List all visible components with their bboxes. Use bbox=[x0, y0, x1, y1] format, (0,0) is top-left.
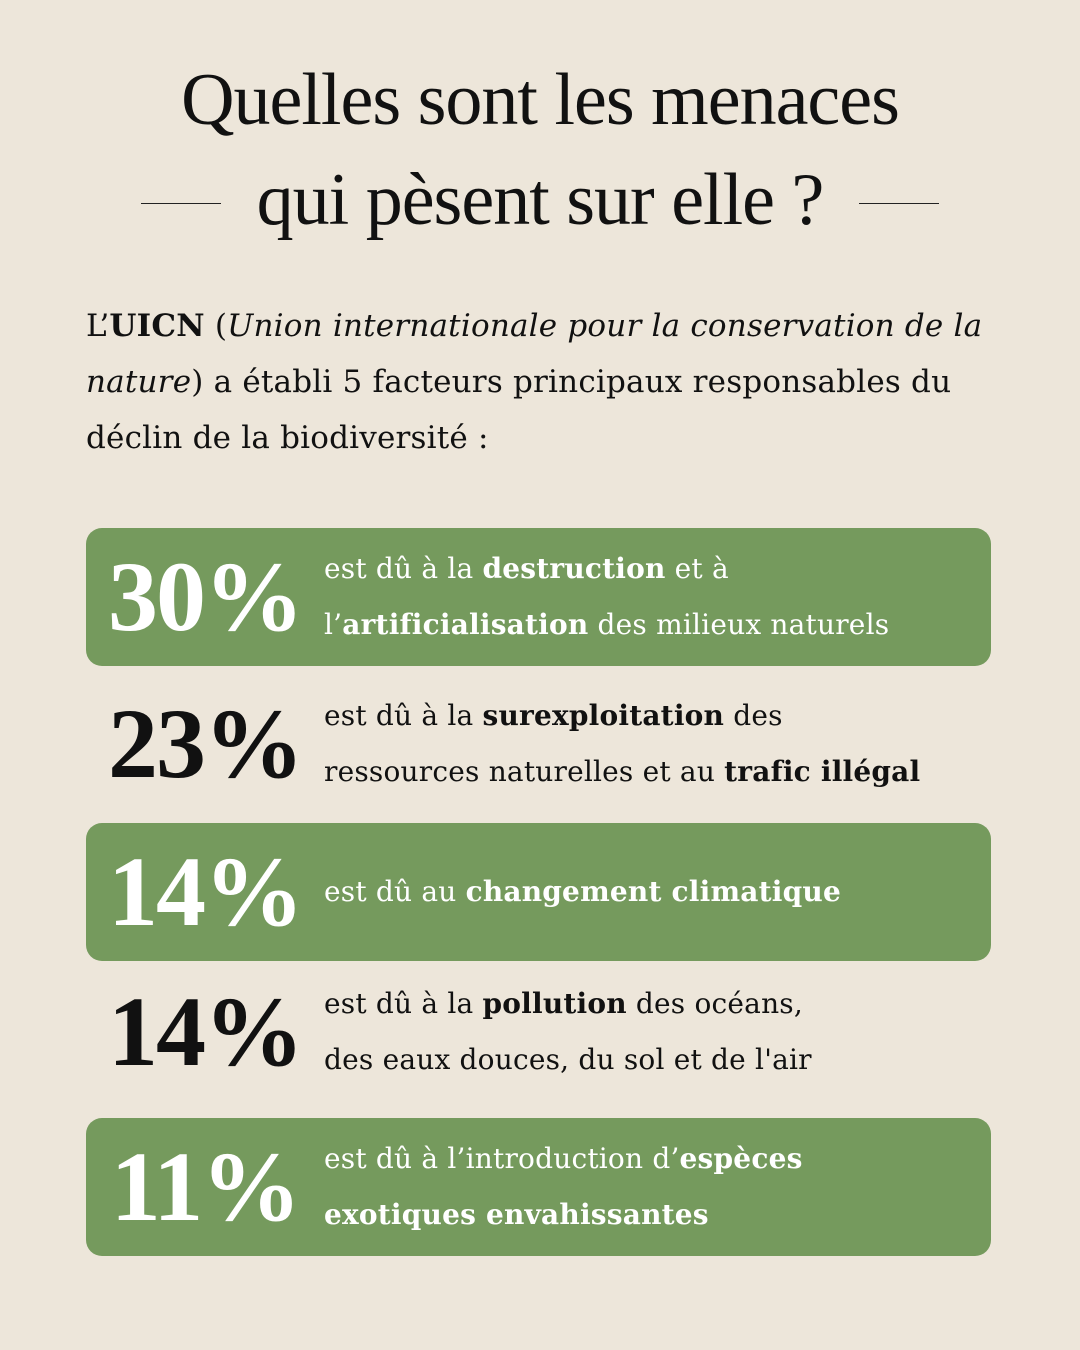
left-divider bbox=[140, 202, 221, 204]
intro-acronym: UICN bbox=[109, 308, 205, 344]
emphasis-text: destruction bbox=[482, 552, 666, 585]
stat-percent: 14% bbox=[108, 976, 304, 1087]
title-line-2: qui pèsent sur elle ? bbox=[256, 159, 825, 241]
emphasis-text: artificialisation bbox=[342, 608, 589, 641]
stat-description: est dû à la surexploitation des ressource… bbox=[324, 688, 920, 800]
intro-paren-open: ( bbox=[204, 308, 228, 344]
stat-description: est dû à la pollution des océans, des eau… bbox=[324, 976, 812, 1088]
emphasis-text: espèces bbox=[679, 1142, 803, 1175]
emphasis-text: changement climatique bbox=[465, 875, 841, 908]
description-text: est dû à la bbox=[324, 987, 483, 1020]
description-text: des milieux naturels bbox=[588, 608, 890, 641]
description-text: des bbox=[724, 699, 783, 732]
intro-rest: a établi 5 facteurs principaux responsab… bbox=[86, 364, 952, 456]
description-text: et à bbox=[665, 552, 729, 585]
stat-percent: 23% bbox=[108, 688, 304, 799]
stat-row-climat: 14% est dû au changement climatique bbox=[86, 823, 991, 961]
description-text: est dû à la bbox=[324, 699, 483, 732]
stat-description: est dû au changement climatique bbox=[324, 864, 841, 920]
stat-row-pollution: 14% est dû à la pollution des océans, des… bbox=[86, 963, 991, 1101]
stat-row-destruction: 30% est dû à la destruction et à l’artifi… bbox=[86, 528, 991, 666]
description-text: est dû à la bbox=[324, 552, 483, 585]
stat-row-surexploitation: 23% est dû à la surexploitation des resso… bbox=[86, 675, 991, 813]
stat-percent: 14% bbox=[108, 836, 304, 947]
stat-description: est dû à l’introduction d’espèces exotiqu… bbox=[324, 1131, 803, 1243]
description-text: est dû à l’introduction d’ bbox=[324, 1142, 680, 1175]
description-text: ressources naturelles et au bbox=[324, 755, 725, 788]
description-text: est dû au bbox=[324, 875, 466, 908]
intro-prefix: L’ bbox=[86, 308, 110, 344]
intro-full-name: Union internationale pour la conservatio… bbox=[86, 308, 983, 400]
description-text: l’ bbox=[324, 608, 343, 641]
stat-percent: 30% bbox=[108, 541, 304, 652]
page-title: Quelles sont les menaces qui pèsent sur … bbox=[0, 50, 1080, 250]
title-line-1: Quelles sont les menaces bbox=[181, 59, 900, 141]
intro-paragraph: L’UICN (Union internationale pour la con… bbox=[86, 298, 1006, 466]
stat-row-especes: 11% est dû à l’introduction d’espèces exo… bbox=[86, 1118, 991, 1256]
right-divider bbox=[859, 202, 940, 204]
emphasis-text: pollution bbox=[482, 987, 627, 1020]
intro-paren-close: ) bbox=[191, 364, 204, 400]
emphasis-text: surexploitation bbox=[482, 699, 725, 732]
stat-percent: 11% bbox=[110, 1131, 301, 1242]
stat-description: est dû à la destruction et à l’artificial… bbox=[324, 541, 889, 653]
description-text: des océans, bbox=[626, 987, 803, 1020]
emphasis-text: trafic illégal bbox=[724, 755, 921, 788]
emphasis-text: exotiques envahissantes bbox=[324, 1198, 709, 1231]
description-text: des eaux douces, du sol et de l'air bbox=[324, 1043, 812, 1076]
title-line-2-row: qui pèsent sur elle ? bbox=[0, 150, 1080, 250]
